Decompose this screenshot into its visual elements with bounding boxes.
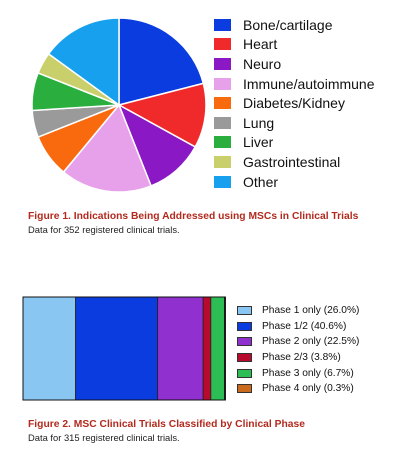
legend-swatch: [237, 306, 252, 316]
legend-item-phase-1-only: Phase 1 only (26.0%): [237, 303, 359, 319]
legend-item-gastrointestinal: Gastrointestinal: [214, 152, 375, 172]
bar-segment-phase-1-only: [22, 296, 76, 401]
legend-swatch: [214, 116, 231, 129]
bar-legend: Phase 1 only (26.0%) Phase 1/2 (40.6%) Pha…: [237, 303, 359, 397]
figure2-caption-subtitle: Data for 315 registered clinical trials.: [28, 432, 180, 443]
bar-segment-phase-1-2: [75, 296, 159, 401]
legend-item-immune-autoimmune: Immune/autoimmune: [214, 74, 375, 94]
legend-swatch: [237, 368, 252, 378]
bar-segment-phase-2-3: [202, 296, 212, 401]
bar-frame: [22, 296, 226, 401]
bar-segment-phase-3-only: [210, 296, 225, 401]
figure1-caption-subtitle: Data for 352 registered clinical trials.: [28, 224, 180, 235]
legend-item-heart: Heart: [214, 35, 375, 55]
legend-label: Bone/cartilage: [243, 16, 333, 33]
legend-label: Phase 4 only (0.3%): [262, 383, 354, 395]
legend-label: Heart: [243, 36, 278, 53]
figure2-caption-title: Figure 2. MSC Clinical Trials Classified…: [28, 419, 305, 430]
pie-slice-other: [47, 17, 120, 107]
legend-label: Neuro: [243, 55, 282, 72]
legend-label: Diabetes/Kidney: [243, 95, 345, 112]
legend-item-liver: Liver: [214, 133, 375, 153]
figure1-caption-title: Figure 1. Indications Being Addressed us…: [28, 211, 359, 222]
legend-label: Phase 2 only (22.5%): [262, 336, 360, 348]
pie-slice-immune-autoimmune: [62, 103, 153, 193]
legend-label: Immune/autoimmune: [243, 75, 375, 92]
legend-swatch: [214, 77, 231, 90]
legend-item-phase-2-3: Phase 2/3 (3.8%): [237, 350, 359, 366]
legend-label: Other: [243, 173, 279, 190]
pie-legend: Bone/cartilage Heart Neuro Immune/autoimmun…: [214, 15, 375, 191]
legend-swatch: [214, 136, 231, 149]
legend-item-phase-2-only: Phase 2 only (22.5%): [237, 334, 359, 350]
legend-label: Phase 1/2 (40.6%): [262, 320, 347, 332]
legend-label: Phase 2/3 (3.8%): [262, 352, 341, 364]
legend-swatch: [214, 175, 231, 188]
legend-item-bone-cartilage: Bone/cartilage: [214, 15, 375, 35]
legend-swatch: [237, 321, 252, 331]
legend-item-phase-1-2: Phase 1/2 (40.6%): [237, 319, 359, 335]
legend-swatch: [214, 57, 231, 70]
bar-segment-phase-2-only: [157, 296, 204, 401]
legend-swatch: [214, 97, 231, 110]
pie-slice-heart: [116, 82, 207, 148]
legend-item-phase-4-only: Phase 4 only (0.3%): [237, 381, 359, 397]
legend-label: Lung: [243, 114, 275, 131]
legend-item-diabetes-kidney: Diabetes/Kidney: [214, 93, 375, 113]
legend-swatch: [214, 18, 231, 31]
legend-label: Phase 1 only (26.0%): [262, 305, 360, 317]
legend-label: Liver: [243, 134, 274, 151]
pie-slice-bone-cartilage: [118, 17, 205, 106]
legend-swatch: [237, 353, 252, 363]
legend-item-phase-3-only: Phase 3 only (6.7%): [237, 365, 359, 381]
legend-swatch: [214, 155, 231, 168]
legend-label: Gastrointestinal: [243, 153, 341, 170]
legend-swatch: [237, 337, 252, 347]
legend-item-neuro: Neuro: [214, 54, 375, 74]
legend-label: Phase 3 only (6.7%): [262, 367, 354, 379]
legend-swatch: [214, 38, 231, 51]
legend-item-lung: Lung: [214, 113, 375, 133]
legend-item-other: Other: [214, 172, 375, 192]
legend-swatch: [237, 384, 252, 394]
